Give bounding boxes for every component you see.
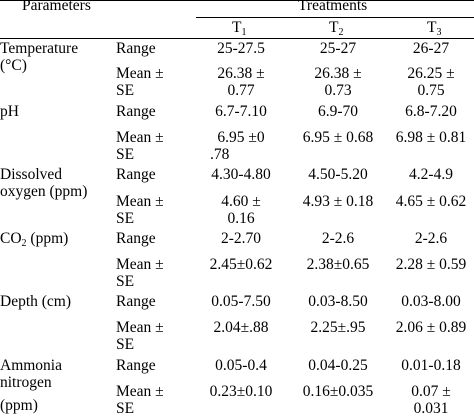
label-range: Range	[116, 40, 156, 57]
header-bottom-rule	[0, 38, 474, 39]
label-range: Range	[116, 293, 156, 310]
mean-t1-line1: 26.38 ±	[217, 65, 265, 82]
label-mean: Mean ±	[116, 129, 164, 146]
label-range: Range	[116, 230, 156, 247]
param-do-line2: oxygen (ppm)	[0, 183, 88, 200]
param-ph: pH	[0, 103, 19, 120]
range-t2: 2-2.6	[321, 230, 355, 247]
label-se: SE	[116, 400, 135, 417]
range-t3: 26-27	[412, 40, 450, 57]
param-ammonia-line1: Ammonia	[0, 357, 62, 374]
mean-t2: 0.16±0.035	[302, 383, 374, 400]
range-t2: 0.03-8.50	[308, 293, 368, 310]
mean-t3: 2.28 ± 0.59	[395, 256, 467, 273]
mean-t2: 2.38±0.65	[306, 256, 370, 273]
mean-t1-line1: 6.95 ±0	[217, 129, 265, 146]
label-range: Range	[116, 166, 156, 183]
param-ammonia-line3: (ppm)	[0, 397, 38, 414]
range-t1: 0.05-7.50	[211, 293, 271, 310]
mean-t2: 6.95 ± 0.68	[302, 129, 374, 146]
mean-t3: 4.65 ± 0.62	[395, 193, 467, 210]
label-se: SE	[116, 336, 135, 353]
mean-t3-line1: 0.07 ±	[411, 383, 451, 400]
label-mean: Mean ±	[116, 383, 164, 400]
header-parameters: Parameters	[22, 0, 91, 14]
mean-t1-line2: 0.16	[227, 210, 255, 227]
label-se: SE	[116, 146, 135, 163]
mean-t1-line2: .78	[210, 146, 230, 163]
param-do-line1: Dissolved	[0, 166, 62, 183]
mean-t3-line2: 0.75	[417, 82, 445, 99]
label-se: SE	[116, 82, 135, 99]
label-range: Range	[116, 103, 156, 120]
header-top-rule	[0, 0, 474, 1]
mean-t3-line1: 26.25 ±	[407, 65, 455, 82]
range-t3: 2-2.6	[414, 230, 448, 247]
label-se: SE	[116, 273, 135, 290]
label-mean: Mean ±	[116, 193, 164, 210]
param-co2: CO2 (ppm)	[0, 230, 69, 249]
mean-t1-line1: 4.60 ±	[221, 193, 261, 210]
label-mean: Mean ±	[116, 256, 164, 273]
treatments-underline	[196, 17, 474, 18]
param-temperature-line1: Temperature	[0, 40, 79, 57]
mean-t2: 2.25±.95	[310, 319, 366, 336]
range-t2: 6.9-70	[317, 103, 359, 120]
mean-t3: 6.98 ± 0.81	[395, 129, 467, 146]
range-t2: 0.04-0.25	[308, 357, 368, 374]
header-treatments: Treatments	[298, 0, 368, 14]
mean-t3-line2: 0.031	[413, 400, 449, 417]
header-t2: T2	[329, 19, 344, 38]
range-t3: 0.03-8.00	[401, 293, 461, 310]
range-t1: 0.05-0.4	[215, 357, 267, 374]
mean-t1-line2: 0.77	[227, 82, 255, 99]
mean-t1: 2.04±.88	[213, 319, 269, 336]
param-ammonia-line2: nitrogen	[0, 374, 52, 391]
param-temperature-line2: (°C)	[0, 57, 27, 74]
label-se: SE	[116, 210, 135, 227]
label-range: Range	[116, 357, 156, 374]
mean-t2: 4.93 ± 0.18	[302, 193, 374, 210]
range-t2: 25-27	[319, 40, 357, 57]
label-mean: Mean ±	[116, 65, 164, 82]
mean-t3: 2.06 ± 0.89	[395, 319, 467, 336]
header-t3: T3	[427, 19, 442, 38]
header-t1: T1	[232, 19, 247, 38]
range-t3: 4.2-4.9	[409, 166, 453, 183]
mean-t1: 0.23±0.10	[209, 383, 273, 400]
label-mean: Mean ±	[116, 319, 164, 336]
mean-t1: 2.45±0.62	[209, 256, 273, 273]
range-t1: 2-2.70	[220, 230, 262, 247]
range-t2: 4.50-5.20	[308, 166, 368, 183]
range-t3: 6.8-7.20	[405, 103, 457, 120]
mean-t2-line2: 0.73	[324, 82, 352, 99]
range-t1: 6.7-7.10	[215, 103, 267, 120]
range-t3: 0.01-0.18	[401, 357, 461, 374]
range-t1: 4.30-4.80	[211, 166, 271, 183]
param-depth: Depth (cm)	[0, 293, 72, 310]
mean-t2-line1: 26.38 ±	[314, 65, 362, 82]
range-t1: 25-27.5	[217, 40, 265, 57]
